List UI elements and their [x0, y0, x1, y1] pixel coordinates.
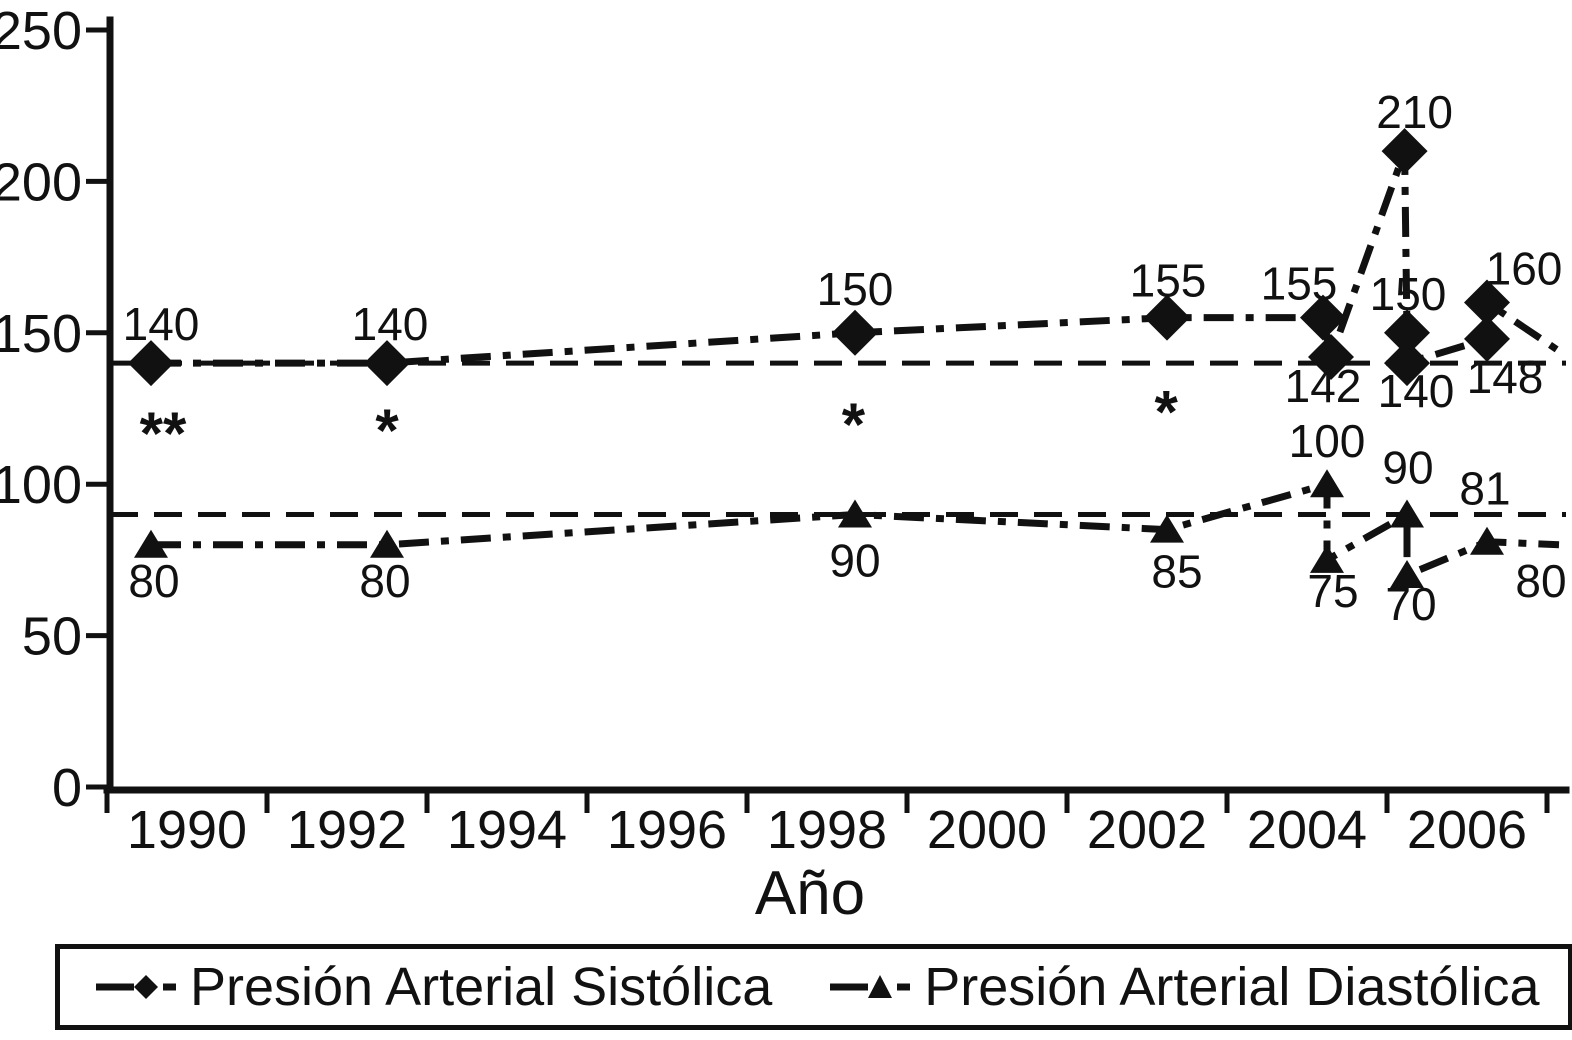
data-label: 140 [1378, 365, 1455, 417]
triangle-marker [1310, 544, 1344, 573]
significance-asterisk: * [842, 391, 866, 458]
triangle-marker [1150, 514, 1184, 543]
triangle-line-marker-icon [830, 975, 911, 998]
systolic-line [151, 147, 1561, 367]
diamond-marker [1381, 128, 1428, 175]
x-tick-label: 1994 [447, 800, 567, 860]
y-tick-label: 100 [0, 455, 82, 515]
diamond-marker [1464, 315, 1510, 362]
data-label: 160 [1486, 243, 1563, 295]
diamond-marker [128, 340, 174, 387]
x-tick-label: 1990 [127, 800, 247, 860]
triangle-marker [1470, 526, 1504, 555]
legend: Presión Arterial Sistólica Presión Arter… [55, 944, 1572, 1030]
triangle-marker [134, 529, 168, 558]
triangle-marker [1310, 469, 1344, 498]
data-label: 90 [829, 534, 880, 586]
diamond-marker [832, 309, 878, 356]
x-axis-title: Año [755, 859, 865, 928]
diastolic-line [151, 480, 1560, 579]
y-tick-label: 250 [0, 1, 82, 61]
data-label: 140 [352, 298, 429, 350]
data-label: 81 [1459, 463, 1510, 515]
diamond-marker [1464, 279, 1510, 326]
data-label: 80 [359, 555, 410, 607]
data-label: 90 [1382, 441, 1433, 493]
legend-item-sistolica: Presión Arterial Sistólica [94, 956, 772, 1018]
diamond-line-marker-icon [96, 975, 176, 999]
x-tick-label: 2002 [1087, 800, 1207, 860]
data-label: 155 [1261, 258, 1338, 310]
diamond-marker [364, 340, 410, 387]
x-tick-label: 2004 [1247, 800, 1367, 860]
data-label: 70 [1385, 578, 1436, 630]
legend-label-sistolica: Presión Arterial Sistólica [190, 957, 773, 1017]
diamond-marker [1308, 334, 1354, 381]
y-tick-label: 200 [0, 152, 82, 212]
data-label: 140 [123, 298, 200, 350]
triangle-marker [1390, 499, 1424, 528]
data-label: 150 [817, 263, 894, 315]
data-label: 148 [1467, 351, 1544, 403]
x-tick-label: 2000 [927, 800, 1047, 860]
x-tick-label: 1996 [607, 800, 727, 860]
diamond-marker [1384, 340, 1430, 387]
diamond-marker [1384, 309, 1430, 356]
legend-item-diastolica: Presión Arterial Diastólica [828, 956, 1540, 1018]
significance-asterisk: * [375, 397, 399, 464]
data-label: 142 [1285, 360, 1362, 412]
significance-asterisk: * [1155, 379, 1179, 446]
y-tick-label: 150 [0, 304, 82, 364]
data-label: 150 [1370, 268, 1447, 320]
triangle-marker [370, 529, 404, 558]
data-label: 75 [1307, 565, 1358, 617]
y-tick-label: 0 [52, 758, 82, 818]
diamond-marker [1144, 294, 1190, 341]
x-tick-label: 1992 [287, 800, 407, 860]
data-label: 155 [1130, 255, 1207, 307]
data-label: 80 [128, 555, 179, 607]
x-tick-label: 1998 [767, 800, 887, 860]
significance-asterisk: ** [140, 400, 187, 467]
x-tick-label: 2006 [1407, 800, 1527, 860]
triangle-marker [1390, 560, 1424, 589]
legend-label-diastolica: Presión Arterial Diastólica [924, 957, 1540, 1017]
data-label: 80 [1515, 555, 1566, 607]
data-label: 100 [1289, 415, 1366, 467]
diamond-marker [1300, 294, 1346, 341]
data-label: 210 [1376, 86, 1453, 138]
y-tick-label: 50 [22, 607, 82, 667]
data-label: 85 [1151, 546, 1202, 598]
triangle-marker [838, 499, 872, 528]
